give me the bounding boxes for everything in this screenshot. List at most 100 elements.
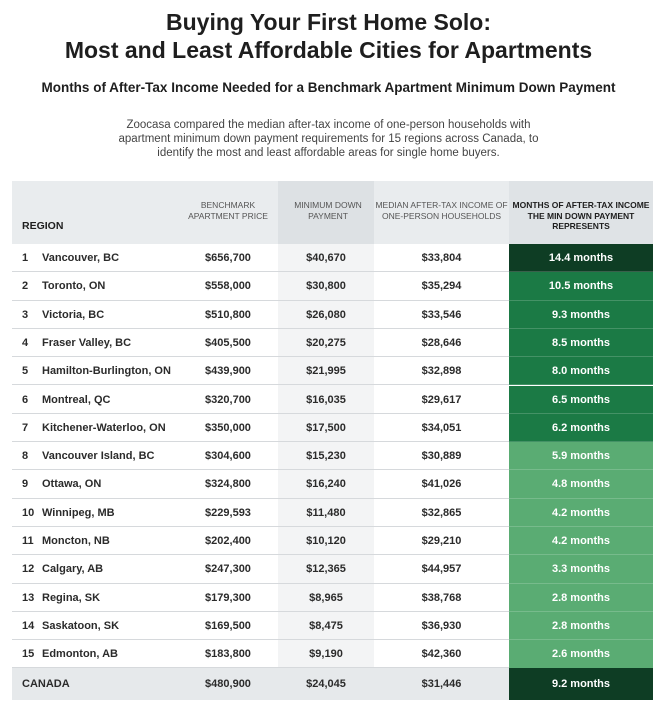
down-payment-cell: $12,365 bbox=[306, 563, 346, 576]
income-cell: $44,957 bbox=[421, 563, 462, 576]
page-subtitle: Months of After-Tax Income Needed for a … bbox=[41, 80, 616, 95]
table-row: 11 Moncton, NB $202,400 $10,120 $29,210 4.2 m… bbox=[12, 527, 653, 556]
table-row: 15 Edmonton, AB $183,800 $9,190 $42,360 2.6 m… bbox=[12, 640, 653, 669]
income-cell: $29,617 bbox=[421, 393, 462, 406]
row-divider bbox=[12, 554, 509, 556]
down-payment-cell: $30,800 bbox=[306, 280, 346, 293]
header-background bbox=[12, 181, 278, 244]
region-cell: Winnipeg, MB bbox=[42, 506, 115, 519]
months-cell: 3.3 months bbox=[551, 563, 611, 576]
region-cell: Moncton, NB bbox=[42, 535, 110, 547]
region-cell: Saskatoon, SK bbox=[42, 619, 120, 632]
region-cell: Edmonton, AB bbox=[42, 648, 118, 661]
row-divider bbox=[12, 271, 509, 273]
months-cell-background bbox=[509, 357, 653, 386]
months-cell: 6.5 months bbox=[551, 393, 611, 406]
table-row: 3 Victoria, BC $510,800 $26,080 $33,546 9.3 m… bbox=[12, 300, 653, 329]
row-divider bbox=[12, 639, 509, 641]
page-title-line-1: Buying Your First Home Solo: bbox=[166, 9, 491, 35]
income-cell: $38,768 bbox=[421, 591, 462, 604]
affordability-table: REGION BENCHMARK APARTMENT PRICE MINIMUM… bbox=[12, 181, 653, 700]
months-cell-background bbox=[509, 583, 653, 612]
down-payment-cell: $40,670 bbox=[306, 252, 346, 264]
price-cell: $247,300 bbox=[205, 563, 251, 576]
region-cell: Regina, SK bbox=[42, 591, 101, 604]
header-background-income bbox=[374, 181, 509, 244]
price-cell: $169,500 bbox=[205, 619, 251, 632]
row-divider bbox=[12, 441, 509, 443]
price-cell: $510,800 bbox=[205, 308, 251, 321]
down-payment-cell: $15,230 bbox=[306, 450, 346, 463]
rank-cell: 11 bbox=[22, 535, 34, 547]
income-cell: $33,546 bbox=[421, 308, 462, 321]
down-payment-cell: $8,965 bbox=[309, 591, 343, 604]
income-cell: $32,898 bbox=[421, 365, 462, 378]
region-cell: Victoria, BC bbox=[42, 308, 105, 321]
down-payment-column-shade bbox=[278, 244, 374, 668]
total-region: CANADA bbox=[22, 678, 70, 690]
months-cell: 10.5 months bbox=[548, 280, 614, 293]
income-cell: $35,294 bbox=[421, 280, 462, 293]
months-cell-background bbox=[509, 300, 653, 329]
region-cell: Hamilton-Burlington, ON bbox=[42, 365, 171, 378]
table-row: 7 Kitchener-Waterloo, ON $350,000 $17,500 $3… bbox=[12, 413, 653, 443]
months-cell-background bbox=[509, 611, 653, 641]
region-cell: Vancouver Island, BC bbox=[42, 450, 155, 463]
price-cell: $179,300 bbox=[205, 591, 251, 604]
header-down-payment: MINIMUM DOWN PAYMENT bbox=[294, 200, 362, 221]
header-region: REGION bbox=[22, 220, 64, 232]
months-cell-background bbox=[509, 527, 653, 556]
row-divider bbox=[12, 356, 509, 358]
table-row: 5 Hamilton-Burlington, ON $439,900 $21,995 $… bbox=[12, 357, 653, 386]
price-cell: $183,800 bbox=[205, 648, 251, 661]
table-row: 12 Calgary, AB $247,300 $12,365 $44,957 3.3 m… bbox=[12, 555, 653, 584]
table-row: 10 Winnipeg, MB $229,593 $11,480 $32,865 4.2 … bbox=[12, 498, 653, 527]
rank-cell: 5 bbox=[22, 365, 29, 378]
header-background-down bbox=[278, 181, 374, 244]
down-payment-cell: $17,500 bbox=[306, 421, 346, 434]
income-cell: $28,646 bbox=[421, 336, 462, 349]
row-divider bbox=[12, 299, 509, 301]
months-cell-background bbox=[509, 470, 653, 499]
income-cell: $32,865 bbox=[421, 506, 462, 519]
price-cell: $656,700 bbox=[205, 252, 251, 264]
down-payment-cell: $20,275 bbox=[306, 336, 346, 349]
rank-cell: 9 bbox=[22, 478, 29, 491]
income-cell: $30,889 bbox=[421, 450, 462, 463]
description-text: Zoocasa compared the median after-tax in… bbox=[118, 119, 539, 159]
price-cell: $324,800 bbox=[205, 478, 251, 491]
region-cell: Ottawa, ON bbox=[42, 478, 102, 491]
total-months-background bbox=[509, 668, 653, 700]
price-cell: $558,000 bbox=[205, 280, 251, 293]
rank-cell: 4 bbox=[22, 336, 29, 349]
row-divider bbox=[12, 610, 509, 612]
total-income: $31,446 bbox=[421, 678, 462, 690]
months-cell-background bbox=[509, 442, 653, 471]
months-cell: 14.4 months bbox=[548, 252, 614, 264]
months-cell-background bbox=[509, 328, 653, 358]
region-cell: Toronto, ON bbox=[42, 280, 106, 293]
rank-cell: 7 bbox=[22, 421, 29, 434]
months-cell: 2.8 months bbox=[551, 591, 611, 604]
down-payment-cell: $21,995 bbox=[306, 365, 346, 378]
header-months: MONTHS OF AFTER-TAX INCOME THE MIN DOWN … bbox=[512, 200, 650, 231]
months-cell-background bbox=[509, 555, 653, 584]
income-cell: $42,360 bbox=[421, 648, 462, 661]
months-cell: 4.8 months bbox=[551, 478, 611, 491]
price-cell: $320,700 bbox=[205, 393, 251, 406]
income-cell: $29,210 bbox=[421, 535, 462, 547]
down-payment-cell: $10,120 bbox=[306, 535, 346, 547]
table-row: 9 Ottawa, ON $324,800 $16,240 $41,026 4.8 mon… bbox=[12, 470, 653, 499]
rank-cell: 10 bbox=[22, 506, 35, 519]
months-cell: 9.3 months bbox=[551, 308, 611, 321]
months-cell: 8.5 months bbox=[551, 336, 611, 349]
rank-cell: 3 bbox=[22, 308, 29, 321]
down-payment-cell: $9,190 bbox=[309, 648, 343, 661]
table-row: 2 Toronto, ON $558,000 $30,800 $35,294 10.5 m… bbox=[12, 272, 653, 301]
row-divider bbox=[12, 327, 509, 329]
price-cell: $350,000 bbox=[205, 421, 251, 434]
table-row: 6 Montreal, QC $320,700 $16,035 $29,617 6.5 m… bbox=[12, 385, 653, 414]
income-cell: $41,026 bbox=[421, 478, 462, 491]
down-payment-cell: $16,035 bbox=[306, 393, 346, 406]
total-down-payment: $24,045 bbox=[306, 678, 346, 690]
